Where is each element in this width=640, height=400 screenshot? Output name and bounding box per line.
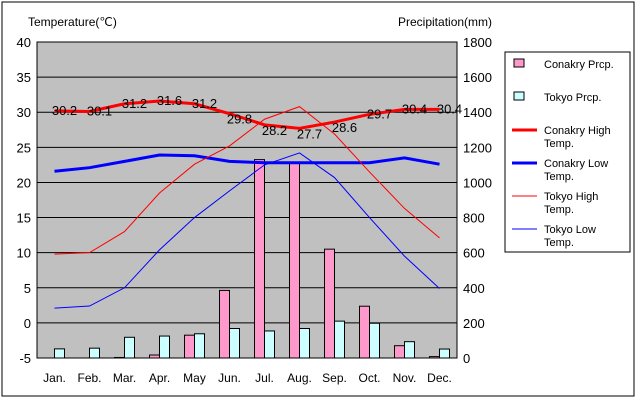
y2-tick-label: 400: [463, 281, 485, 296]
data-label: 29.7: [367, 106, 392, 121]
y-tick-label: 25: [17, 140, 31, 155]
legend-label: Conakry Low: [544, 158, 608, 170]
x-tick-label: Nov.: [393, 371, 417, 385]
bar-tokyo: [334, 320, 345, 359]
x-tick-label: Mar.: [113, 371, 136, 385]
x-tick-label: Sep.: [322, 371, 347, 385]
legend-label: Temp.: [544, 171, 574, 183]
line-tokyo-low-temp-: [54, 152, 440, 309]
legend-label: Tokyo Prcp.: [544, 92, 601, 104]
x-tick-label: Aug.: [287, 371, 312, 385]
x-tick-label: Jan.: [43, 371, 66, 385]
y-tick-label: 35: [17, 70, 31, 85]
legend-label: Temp.: [544, 138, 574, 150]
data-label: 30.4: [402, 101, 427, 116]
data-label: 31.2: [192, 96, 217, 111]
y-tick-label: 20: [17, 175, 31, 190]
data-label: 30.1: [87, 104, 112, 119]
bar-tokyo: [194, 333, 205, 359]
bar-conakry: [289, 162, 300, 359]
bar-tokyo: [369, 322, 380, 359]
x-tick-label: May: [183, 371, 206, 385]
y2-tick-label: 600: [463, 246, 485, 261]
legend-label: Conakry Prcp.: [544, 59, 614, 71]
y-tick-label: 10: [17, 246, 31, 261]
data-label: 28.2: [262, 123, 287, 138]
line-conakry-high-temp-: [54, 99, 440, 130]
bar-conakry: [219, 289, 230, 359]
line-tokyo-high-temp-: [54, 106, 440, 255]
bar-tokyo: [229, 328, 240, 359]
y-tick-label: 5: [24, 281, 31, 296]
x-tick-label: Jun.: [218, 371, 241, 385]
x-tick-label: Jul.: [255, 371, 274, 385]
bar-conakry: [149, 354, 160, 359]
line-conakry-low-temp-: [54, 153, 440, 173]
data-label: 31.6: [157, 93, 182, 108]
bar-conakry: [184, 334, 195, 359]
bar-tokyo: [159, 335, 170, 359]
plot-area: [36, 41, 458, 359]
y-tick-label: -5: [19, 351, 31, 366]
legend-label: Tokyo High: [544, 191, 598, 203]
data-label: 30.4: [437, 101, 462, 116]
data-label: 28.6: [332, 120, 357, 135]
bar-conakry: [429, 356, 440, 359]
y-tick-label: 0: [24, 316, 31, 331]
y2-axis-title: Precipitation(mm): [398, 15, 492, 29]
legend-label: Conakry High: [544, 125, 611, 137]
x-tick-label: Feb.: [77, 371, 101, 385]
bar-tokyo: [54, 348, 65, 359]
y-tick-label: 30: [17, 105, 31, 120]
bar-tokyo: [299, 328, 310, 359]
bar-tokyo: [89, 347, 100, 359]
bar-conakry: [114, 356, 125, 359]
data-label: 27.7: [297, 126, 322, 141]
bar-tokyo: [124, 336, 135, 359]
y2-tick-label: 1600: [463, 70, 492, 85]
legend-label: Temp.: [544, 204, 574, 216]
legend-swatch: [513, 91, 525, 101]
legend-label: Temp.: [544, 237, 574, 249]
bar-conakry: [254, 159, 265, 359]
bar-tokyo: [439, 348, 450, 359]
y2-tick-label: 1200: [463, 140, 492, 155]
bar-conakry: [359, 305, 370, 359]
y2-tick-label: 800: [463, 211, 485, 226]
legend-swatch: [513, 58, 525, 68]
y-axis-title: Temperature(℃): [28, 15, 117, 29]
y-tick-label: 40: [17, 35, 31, 50]
y2-tick-label: 1800: [463, 35, 492, 50]
legend-label: Tokyo Low: [544, 224, 596, 236]
bar-conakry: [394, 345, 405, 359]
y2-tick-label: 0: [463, 351, 470, 366]
y2-tick-label: 200: [463, 316, 485, 331]
bar-tokyo: [404, 341, 415, 359]
legend: [504, 51, 631, 253]
bar-tokyo: [264, 330, 275, 359]
data-label: 30.2: [52, 103, 77, 118]
y2-tick-label: 1000: [463, 175, 492, 190]
x-tick-label: Dec.: [427, 371, 452, 385]
data-label: 29.8: [227, 112, 252, 127]
x-tick-label: Oct.: [358, 371, 380, 385]
data-label: 31.2: [122, 96, 147, 111]
y-tick-label: 15: [17, 211, 31, 226]
bar-conakry: [324, 248, 335, 359]
y2-tick-label: 1400: [463, 105, 492, 120]
x-tick-label: Apr.: [149, 371, 170, 385]
